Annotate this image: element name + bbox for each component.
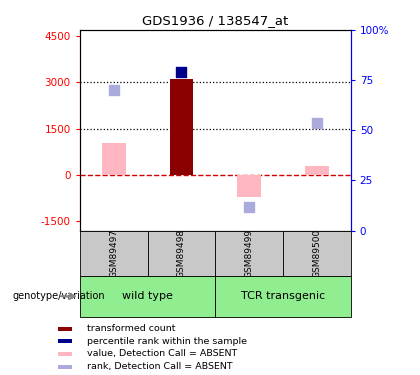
Text: transformed count: transformed count bbox=[87, 324, 176, 333]
Title: GDS1936 / 138547_at: GDS1936 / 138547_at bbox=[142, 15, 289, 27]
Bar bbox=[58, 339, 72, 343]
Text: GSM89499: GSM89499 bbox=[244, 228, 254, 278]
FancyBboxPatch shape bbox=[80, 276, 215, 317]
Bar bbox=[237, 175, 261, 196]
Point bbox=[178, 69, 185, 75]
Text: wild type: wild type bbox=[122, 291, 173, 301]
FancyBboxPatch shape bbox=[147, 231, 215, 276]
Bar bbox=[170, 80, 193, 175]
Text: rank, Detection Call = ABSENT: rank, Detection Call = ABSENT bbox=[87, 362, 233, 371]
FancyBboxPatch shape bbox=[283, 231, 351, 276]
Text: GSM89497: GSM89497 bbox=[109, 228, 118, 278]
Bar bbox=[305, 166, 329, 175]
FancyBboxPatch shape bbox=[215, 276, 351, 317]
Text: GSM89498: GSM89498 bbox=[177, 228, 186, 278]
Bar bbox=[58, 364, 72, 369]
Bar bbox=[58, 352, 72, 356]
FancyBboxPatch shape bbox=[80, 231, 147, 276]
Text: TCR transgenic: TCR transgenic bbox=[241, 291, 325, 301]
Text: value, Detection Call = ABSENT: value, Detection Call = ABSENT bbox=[87, 349, 238, 358]
Text: genotype/variation: genotype/variation bbox=[12, 291, 105, 301]
Point bbox=[110, 87, 117, 93]
Point bbox=[313, 120, 320, 126]
Bar bbox=[102, 142, 126, 175]
Text: GSM89500: GSM89500 bbox=[312, 228, 321, 278]
Bar bbox=[58, 327, 72, 331]
FancyBboxPatch shape bbox=[215, 231, 283, 276]
Point bbox=[246, 204, 252, 210]
Text: percentile rank within the sample: percentile rank within the sample bbox=[87, 337, 247, 346]
